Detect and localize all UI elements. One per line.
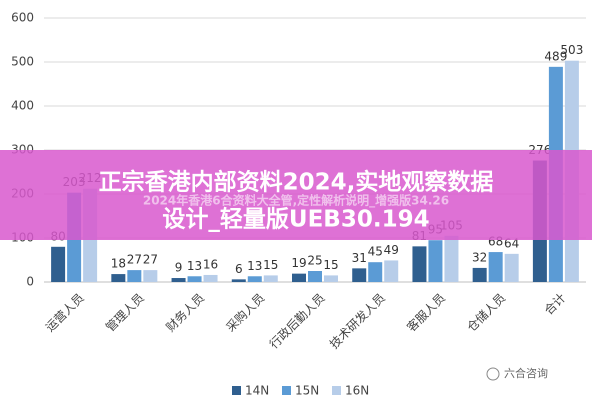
- watermark: 六合咨询: [504, 366, 548, 380]
- bar: [368, 262, 383, 282]
- bar: [428, 240, 443, 282]
- value-label: 9: [175, 261, 183, 275]
- bar: [352, 268, 367, 282]
- bar: [143, 270, 158, 282]
- legend-label: 14N: [245, 384, 269, 398]
- value-label: 49: [384, 243, 399, 257]
- value-label: 6: [235, 262, 243, 276]
- bar: [187, 276, 202, 282]
- watermark-icon: [486, 367, 500, 381]
- value-label: 18: [111, 257, 126, 271]
- legend-swatch: [282, 386, 291, 395]
- value-label: 489: [544, 49, 567, 63]
- bar: [231, 279, 246, 282]
- bar: [203, 274, 218, 282]
- banner-title: 正宗香港内部资料2024,实地观察数据: [99, 169, 494, 196]
- value-label: 25: [307, 254, 322, 268]
- value-label: 16: [203, 257, 218, 271]
- bar: [127, 270, 142, 282]
- y-tick-label: 600: [11, 11, 34, 25]
- y-tick-label: 500: [11, 55, 34, 69]
- bar: [384, 260, 399, 282]
- bar: [504, 253, 519, 282]
- value-label: 15: [263, 258, 278, 272]
- value-label: 27: [143, 253, 158, 267]
- banner-subtitle: 2024年香港6合资料大全管,定性解析说明_增强版34.26: [143, 193, 449, 209]
- bar: [111, 274, 126, 282]
- bar: [292, 273, 306, 282]
- value-label: 503: [560, 43, 583, 57]
- bar: [51, 246, 66, 282]
- y-tick-label: 0: [26, 275, 34, 289]
- value-label: 31: [352, 251, 367, 265]
- bar: [324, 275, 338, 282]
- bar: [472, 267, 487, 282]
- bar: [444, 235, 459, 282]
- value-label: 13: [247, 259, 262, 273]
- legend-swatch: [232, 386, 241, 395]
- value-label: 27: [127, 253, 142, 267]
- bar: [488, 252, 503, 282]
- legend-label: 15N: [295, 384, 319, 398]
- value-label: 19: [291, 256, 306, 270]
- value-label: 13: [187, 259, 202, 273]
- legend-swatch: [332, 386, 341, 395]
- bar: [412, 246, 427, 282]
- banner-title: 设计_轻量版UEB30.194: [162, 206, 429, 233]
- value-label: 15: [323, 258, 338, 272]
- value-label: 45: [368, 245, 383, 259]
- bar: [171, 278, 186, 282]
- legend-label: 16N: [345, 384, 369, 398]
- bar: [263, 275, 278, 282]
- value-label: 32: [472, 250, 487, 264]
- bar: [308, 271, 322, 282]
- bar: [247, 276, 262, 282]
- banner: [0, 150, 592, 240]
- y-tick-label: 400: [11, 99, 34, 113]
